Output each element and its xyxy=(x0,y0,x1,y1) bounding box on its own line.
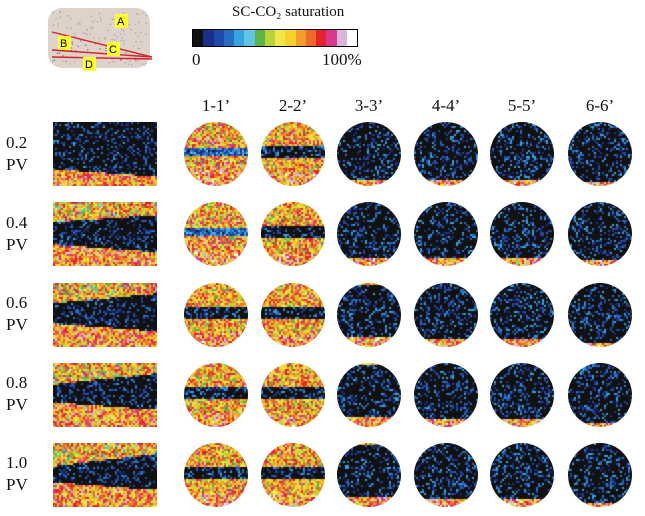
cross-section-saturation-map xyxy=(184,443,248,507)
colorbar-swatch xyxy=(213,30,224,46)
legend-title: SC-CO₂ saturation xyxy=(232,4,345,20)
colorbar-swatch xyxy=(234,30,245,46)
column-label-1: 1-1’ xyxy=(201,96,231,115)
colorbar-swatch xyxy=(193,30,204,46)
core-label-b: B xyxy=(60,38,67,50)
colorbar-swatch xyxy=(264,30,275,46)
row-label-4: 0.8 PV xyxy=(6,373,28,414)
row-label-5: 1.0 PV xyxy=(6,453,28,494)
column-label-4: 4-4’ xyxy=(431,96,461,115)
longitudinal-saturation-map xyxy=(53,283,157,347)
column-label-5: 5-5’ xyxy=(507,96,537,115)
colorbar-swatch xyxy=(326,30,337,46)
cross-section-saturation-map xyxy=(568,202,632,266)
cross-section-saturation-map xyxy=(568,122,632,186)
cross-section-saturation-map xyxy=(261,363,325,427)
cross-section-saturation-map xyxy=(490,443,554,507)
legend-max-label: 100% xyxy=(322,50,362,69)
cross-section-saturation-map xyxy=(261,283,325,347)
longitudinal-saturation-map xyxy=(53,363,157,427)
cross-section-saturation-map xyxy=(337,443,401,507)
cross-section-saturation-map xyxy=(337,122,401,186)
row-label-2: 0.4 PV xyxy=(6,213,28,254)
longitudinal-saturation-map xyxy=(53,443,157,507)
cross-section-saturation-map xyxy=(261,443,325,507)
colorbar-swatch xyxy=(285,30,296,46)
row-label-3: 0.6 PV xyxy=(6,293,28,334)
longitudinal-saturation-map xyxy=(53,202,157,266)
cross-section-saturation-map xyxy=(414,283,478,347)
core-label-c: C xyxy=(109,44,117,56)
row-label-1: 0.2 PV xyxy=(6,133,28,174)
arrow-lower xyxy=(51,56,153,60)
arrow-middle xyxy=(51,49,153,58)
cross-section-saturation-map xyxy=(261,122,325,186)
cross-section-saturation-map xyxy=(414,122,478,186)
column-label-3: 3-3’ xyxy=(354,96,384,115)
cross-section-saturation-map xyxy=(414,443,478,507)
colorbar-swatch xyxy=(346,30,357,46)
cross-section-saturation-map xyxy=(568,363,632,427)
column-label-6: 6-6’ xyxy=(585,96,615,115)
colorbar-swatch xyxy=(316,30,327,46)
colorbar-swatch xyxy=(244,30,255,46)
cross-section-saturation-map xyxy=(337,283,401,347)
longitudinal-saturation-map xyxy=(53,122,157,186)
cross-section-saturation-map xyxy=(337,202,401,266)
colorbar-swatch xyxy=(203,30,214,46)
cross-section-saturation-map xyxy=(261,202,325,266)
cross-section-saturation-map xyxy=(184,283,248,347)
cross-section-saturation-map xyxy=(490,202,554,266)
colorbar-swatch xyxy=(254,30,265,46)
legend-min-label: 0 xyxy=(192,50,201,69)
column-label-2: 2-2’ xyxy=(278,96,308,115)
cross-section-saturation-map xyxy=(568,443,632,507)
core-label-d: D xyxy=(85,59,93,71)
cross-section-saturation-map xyxy=(490,283,554,347)
core-label-a: A xyxy=(117,16,125,28)
colorbar-swatch xyxy=(275,30,286,46)
cross-section-saturation-map xyxy=(337,363,401,427)
core-sample-schematic: A B C D xyxy=(48,8,153,71)
cross-section-saturation-map xyxy=(414,363,478,427)
cross-section-saturation-map xyxy=(184,202,248,266)
cross-section-saturation-map xyxy=(568,283,632,347)
cross-section-saturation-map xyxy=(414,202,478,266)
colorbar xyxy=(192,29,358,47)
colorbar-swatch xyxy=(305,30,316,46)
cross-section-saturation-map xyxy=(184,363,248,427)
colorbar-swatch xyxy=(336,30,347,46)
cross-section-saturation-map xyxy=(490,363,554,427)
cross-section-saturation-map xyxy=(490,122,554,186)
cross-section-saturation-map xyxy=(184,122,248,186)
colorbar-swatch xyxy=(295,30,306,46)
colorbar-swatch xyxy=(223,30,234,46)
